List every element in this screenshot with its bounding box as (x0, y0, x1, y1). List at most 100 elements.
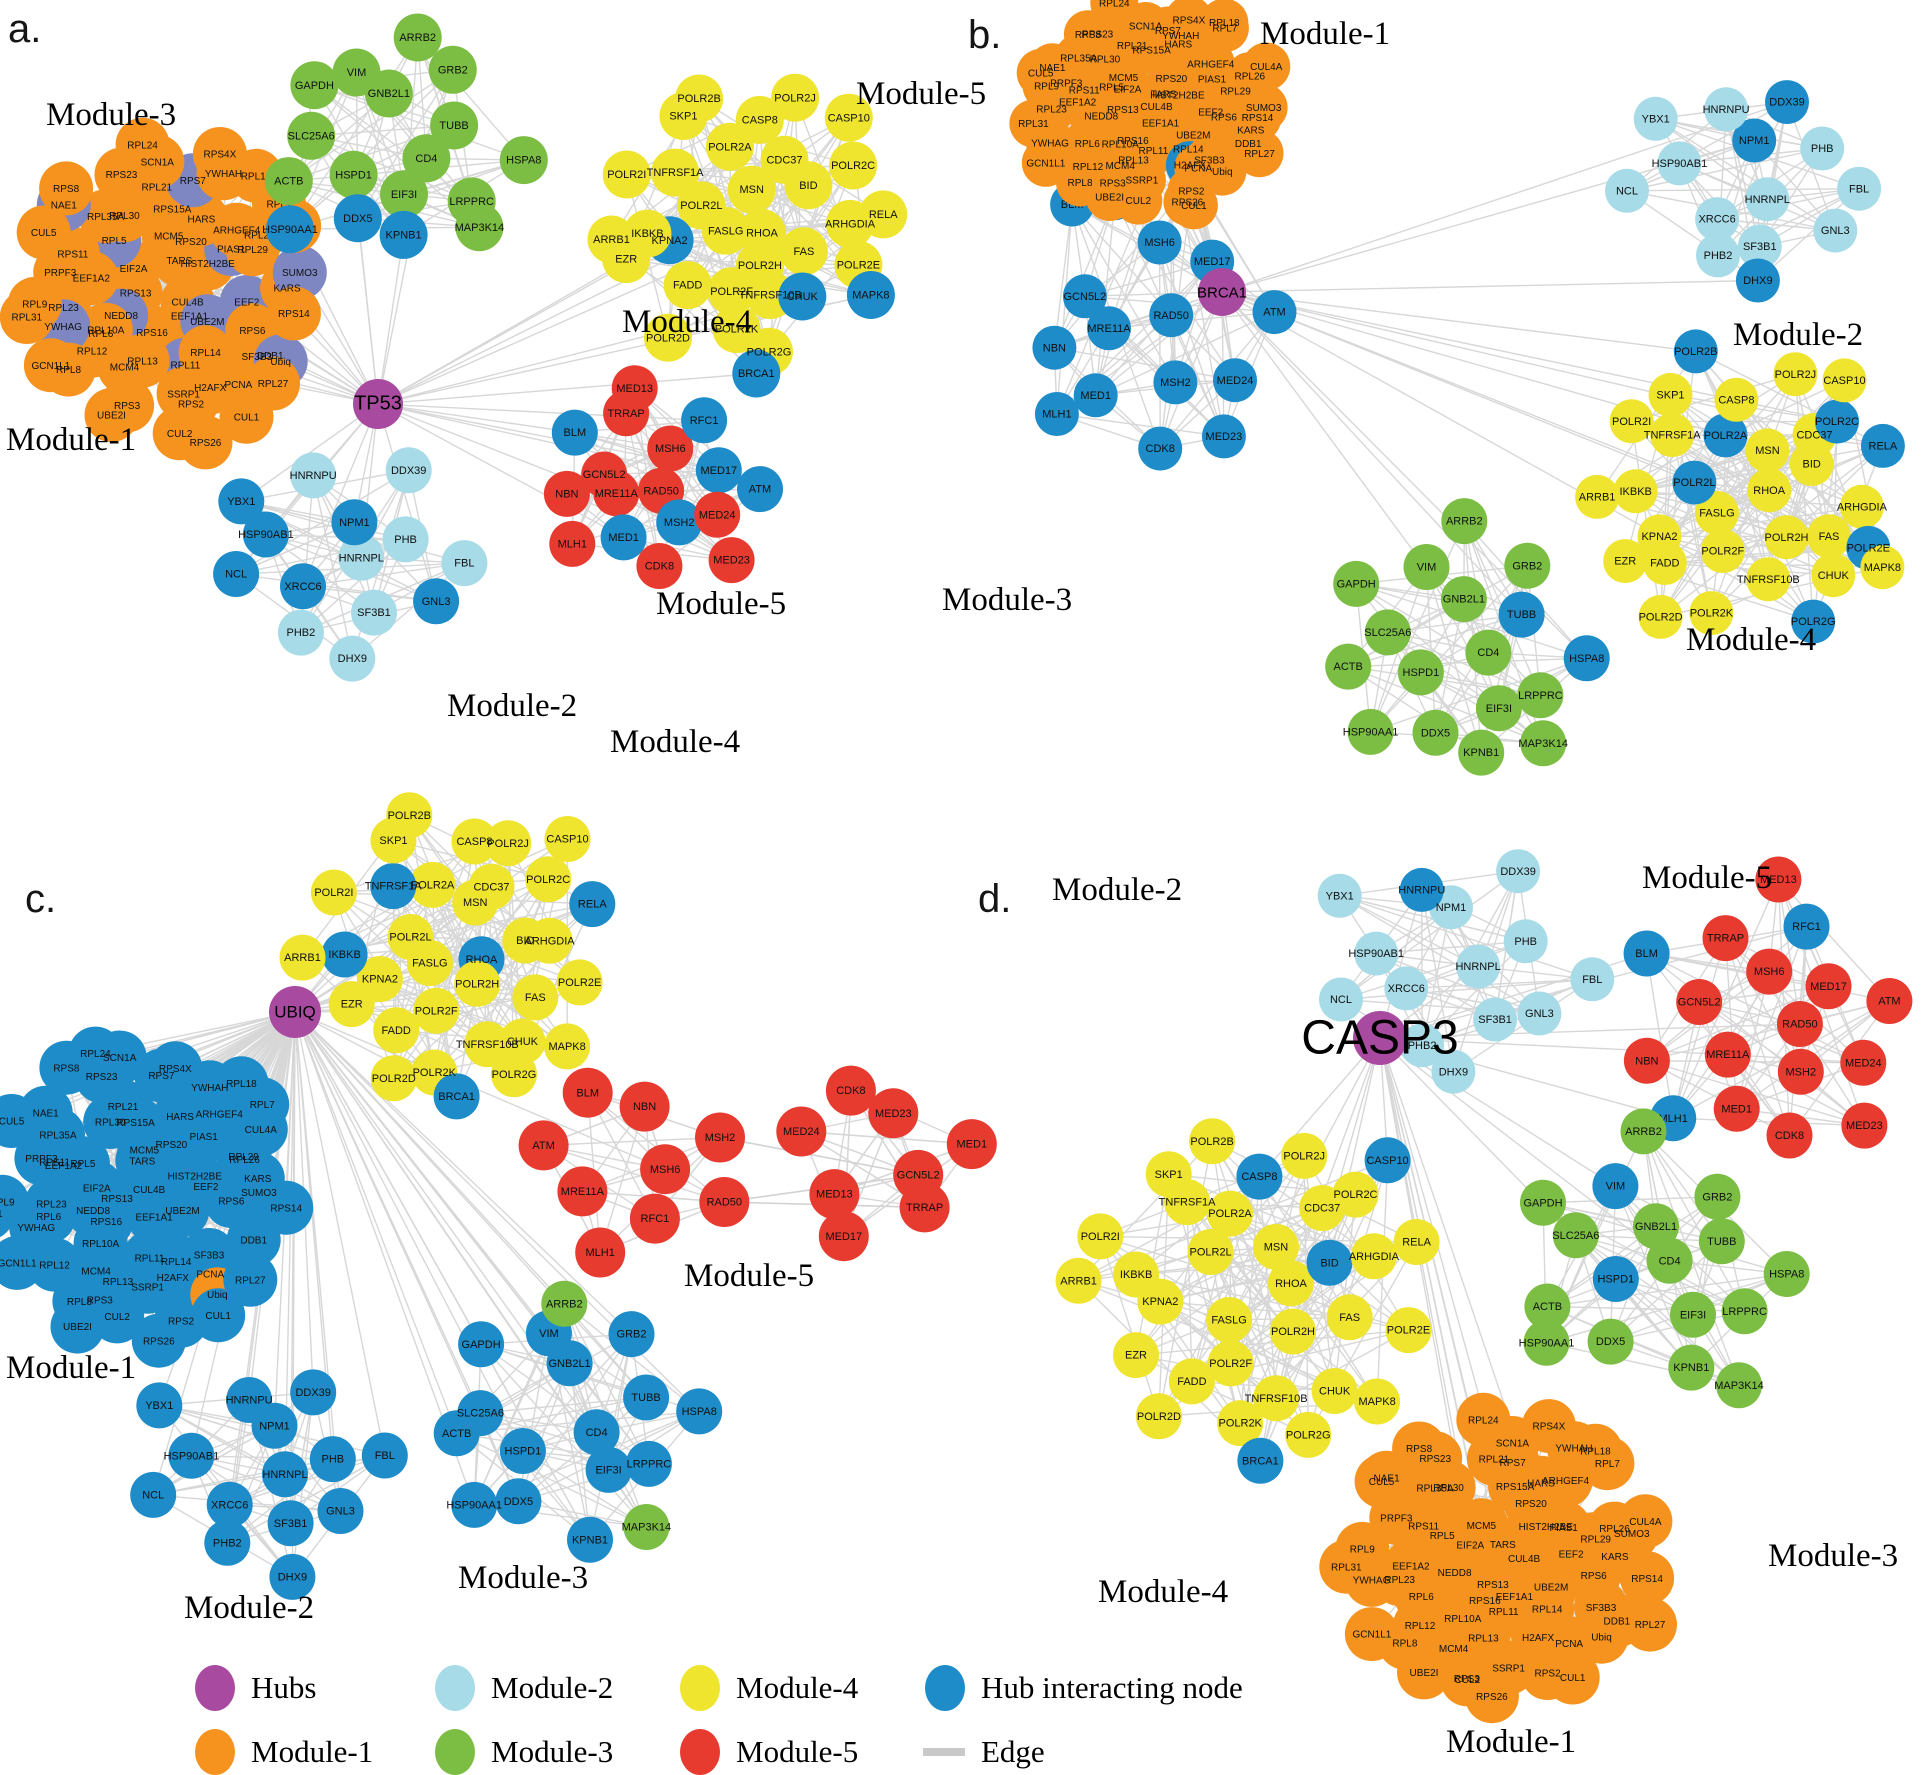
node-HSPA8[interactable] (1563, 635, 1610, 682)
node-GNL3[interactable] (1813, 208, 1858, 253)
node-HSP90AB1[interactable] (1354, 931, 1399, 976)
node-BLM[interactable] (562, 1067, 613, 1118)
node-CDK8[interactable] (636, 543, 683, 589)
node-POLR2F[interactable] (707, 267, 756, 316)
node-MAPK8[interactable] (1354, 1378, 1401, 1425)
node-SF3B1[interactable] (351, 589, 397, 636)
node-NBN[interactable] (1032, 325, 1077, 370)
node-BRCA1[interactable] (732, 349, 781, 398)
node-SF3B1[interactable] (267, 1500, 314, 1547)
node-ARRB1[interactable] (587, 215, 636, 264)
node-FASLG[interactable] (1695, 490, 1739, 535)
node-HNRNPL[interactable] (338, 534, 385, 581)
node-MSN[interactable] (1745, 428, 1790, 473)
node-FASLG[interactable] (1206, 1297, 1253, 1343)
node-ATM[interactable] (1866, 978, 1913, 1024)
node-GNB2L1[interactable] (1440, 576, 1487, 623)
node-CASP10[interactable] (1364, 1137, 1411, 1184)
node-GCN1L1[interactable] (1021, 138, 1070, 187)
node-CASP10[interactable] (824, 93, 873, 142)
node-PHB[interactable] (1503, 919, 1548, 964)
node-PHB2[interactable] (204, 1519, 251, 1566)
node-PHB[interactable] (382, 516, 429, 563)
node-RELA[interactable] (859, 190, 908, 239)
node-GNL3[interactable] (317, 1488, 364, 1534)
node-CUL5[interactable] (1016, 48, 1065, 97)
node-POLR2A[interactable] (1207, 1190, 1253, 1237)
hub-CASP3[interactable] (1353, 1011, 1407, 1065)
node-CASP8[interactable] (1714, 377, 1759, 422)
node-RELA[interactable] (1860, 423, 1905, 468)
node-SKP1[interactable] (1145, 1151, 1192, 1198)
node-CD4[interactable] (1465, 629, 1512, 676)
node-RPS8[interactable] (1392, 1421, 1447, 1476)
node-TNFRSF10B[interactable] (464, 1021, 511, 1068)
node-PHB2[interactable] (277, 609, 324, 656)
node-TNFRSF1A[interactable] (370, 863, 417, 910)
node-MED1[interactable] (946, 1119, 997, 1170)
node-POLR2B[interactable] (675, 74, 724, 123)
node-TUBB[interactable] (430, 101, 479, 150)
node-KPNB1[interactable] (379, 210, 428, 259)
node-POLR2G[interactable] (1791, 599, 1836, 644)
node-SLC25A6[interactable] (1552, 1212, 1599, 1259)
node-RPL27[interactable] (223, 1252, 278, 1307)
node-CUL1[interactable] (1545, 1650, 1600, 1705)
node-MED24[interactable] (1213, 358, 1257, 403)
node-EIF3I[interactable] (380, 170, 428, 219)
node-MRE11A[interactable] (1087, 306, 1131, 351)
node-RPL18[interactable] (1200, 0, 1249, 47)
node-POLR2H[interactable] (454, 960, 501, 1007)
node-RPL31[interactable] (1319, 1539, 1374, 1594)
node-MLH1[interactable] (1034, 392, 1079, 436)
node-RFC1[interactable] (681, 397, 728, 444)
node-RPL24[interactable] (115, 117, 170, 172)
node-XRCC6[interactable] (280, 563, 326, 610)
node-HSPA8[interactable] (676, 1388, 723, 1435)
node-CHUK[interactable] (1311, 1368, 1358, 1414)
node-HSP90AA1[interactable] (266, 205, 314, 254)
node-MSH2[interactable] (1153, 360, 1198, 405)
node-MAPK8[interactable] (1860, 545, 1905, 590)
node-ARRB2[interactable] (1620, 1108, 1667, 1155)
node-MED17[interactable] (1805, 963, 1852, 1010)
node-PHB2[interactable] (1696, 233, 1740, 278)
node-MSH2[interactable] (695, 1112, 745, 1163)
node-MED13[interactable] (611, 365, 658, 412)
node-UBE2I[interactable] (50, 1299, 105, 1354)
node-POLR2B[interactable] (1189, 1118, 1236, 1165)
node-GAPDH[interactable] (1520, 1179, 1566, 1226)
node-CUL4A[interactable] (1618, 1494, 1673, 1549)
node-RAD50[interactable] (1776, 1001, 1823, 1047)
node-RPS14[interactable] (266, 286, 321, 341)
node-RPL18[interactable] (1568, 1423, 1623, 1478)
node-HNRNPL[interactable] (1456, 944, 1501, 989)
node-POLR2J[interactable] (485, 820, 532, 867)
node-POLR2I[interactable] (1077, 1213, 1124, 1260)
node-VIM[interactable] (332, 48, 381, 97)
node-ATM[interactable] (518, 1120, 569, 1171)
node-FAS[interactable] (512, 974, 559, 1021)
node-CUL4A[interactable] (233, 1102, 288, 1157)
node-POLR2C[interactable] (525, 856, 572, 903)
node-RPS26[interactable] (131, 1313, 186, 1368)
node-TNFRSF10B[interactable] (1253, 1375, 1300, 1422)
node-MAPK8[interactable] (846, 271, 895, 319)
node-MSH6[interactable] (1137, 220, 1182, 265)
node-YBX1[interactable] (1317, 873, 1362, 918)
node-RFC1[interactable] (629, 1193, 680, 1244)
node-MRE11A[interactable] (557, 1166, 608, 1217)
node-POLR2F[interactable] (1700, 529, 1745, 574)
node-POLR2C[interactable] (1815, 399, 1859, 444)
node-GCN1L1[interactable] (1344, 1607, 1399, 1662)
node-POLR2L[interactable] (1672, 460, 1717, 505)
hub-UBIQ[interactable] (269, 986, 321, 1038)
node-FADD[interactable] (663, 261, 712, 310)
node-YBX1[interactable] (1633, 96, 1678, 141)
node-RAD50[interactable] (699, 1177, 750, 1227)
node-UBE2I[interactable] (1397, 1645, 1451, 1700)
node-ATM[interactable] (1252, 290, 1297, 335)
node-POLR2D[interactable] (644, 313, 692, 362)
node-RPS26[interactable] (1464, 1669, 1519, 1724)
node-NPM1[interactable] (331, 499, 378, 546)
